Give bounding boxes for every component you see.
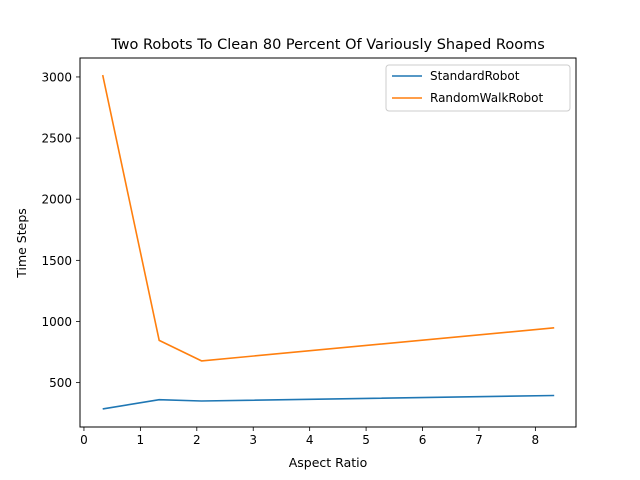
x-tick-label: 3 — [249, 433, 257, 447]
x-axis-label: Aspect Ratio — [289, 455, 368, 470]
x-tick-label: 6 — [419, 433, 427, 447]
y-axis-label: Time Steps — [14, 208, 29, 279]
series-line-randomwalkrobot — [101, 74, 555, 362]
y-tick-label: 2000 — [41, 193, 72, 207]
x-tick-label: 2 — [193, 433, 201, 447]
x-tick-label: 8 — [532, 433, 540, 447]
x-tick-label: 7 — [475, 433, 483, 447]
y-tick-label: 3000 — [41, 70, 72, 84]
x-axis-ticks: 0 1 2 3 4 5 6 7 8 — [80, 427, 539, 447]
y-tick-label: 500 — [49, 376, 72, 390]
legend: StandardRobot RandomWalkRobot — [385, 64, 571, 112]
legend-label-standardrobot: StandardRobot — [430, 69, 520, 83]
legend-label-randomwalkrobot: RandomWalkRobot — [430, 91, 544, 105]
legend-box — [385, 64, 571, 112]
y-axis-ticks: 500 1000 1500 2000 2500 3000 — [41, 70, 80, 390]
x-tick-label: 0 — [80, 433, 88, 447]
series-line-standardrobot — [102, 394, 555, 410]
x-tick-label: 1 — [137, 433, 145, 447]
y-tick-label: 1000 — [41, 315, 72, 329]
chart-title: Two Robots To Clean 80 Percent Of Variou… — [110, 37, 545, 53]
series-layer — [101, 74, 555, 410]
y-tick-label: 1500 — [41, 254, 72, 268]
plot-frame — [79, 57, 577, 428]
y-tick-label: 2500 — [41, 132, 72, 146]
x-tick-label: 4 — [306, 433, 314, 447]
x-tick-label: 5 — [362, 433, 370, 447]
